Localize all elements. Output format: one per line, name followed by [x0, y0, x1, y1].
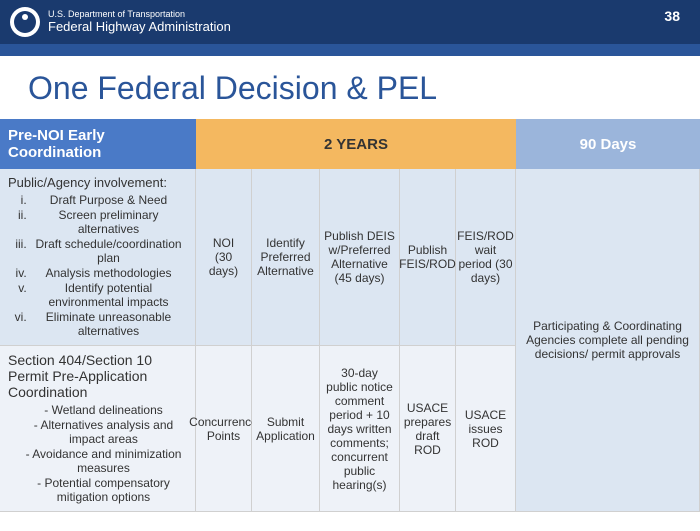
- list-item: Screen preliminary alternatives: [30, 208, 187, 236]
- list-item: Eliminate unreasonable alternatives: [30, 310, 187, 338]
- list-item: Analysis methodologies: [30, 266, 187, 280]
- cell-submit-app: Submit Application: [252, 346, 320, 512]
- cell-publish-deis: Publish DEIS w/Preferred Alternative (45…: [320, 169, 400, 346]
- header-pre-noi: Pre-NOI Early Coordination: [0, 119, 196, 169]
- list-item: Alternatives analysis and impact areas: [20, 418, 187, 446]
- cell-usace-rod: USACE issues ROD: [456, 346, 516, 512]
- dept-line2: Federal Highway Administration: [48, 20, 231, 34]
- list-item: Wetland delineations: [20, 403, 187, 417]
- cell-noi: NOI (30 days): [196, 169, 252, 346]
- page-number: 38: [664, 8, 680, 24]
- cell-concurrence: Concurrence Points: [196, 346, 252, 512]
- list-item: Draft schedule/coordination plan: [30, 237, 187, 265]
- row2-left-head: Section 404/Section 10 Permit Pre-Applic…: [8, 352, 187, 400]
- row2-left: Section 404/Section 10 Permit Pre-Applic…: [0, 346, 196, 512]
- list-item: Draft Purpose & Need: [30, 193, 187, 207]
- timeline-table: Pre-NOI Early Coordination 2 YEARS 90 Da…: [0, 119, 700, 512]
- cell-feis-wait: FEIS/ROD wait period (30 days): [456, 169, 516, 346]
- dept-text: U.S. Department of Transportation Federa…: [48, 10, 231, 34]
- cell-identify-alt: Identify Preferred Alternative: [252, 169, 320, 346]
- slide-header: U.S. Department of Transportation Federa…: [0, 0, 700, 44]
- list-item: Identify potential environmental impacts: [30, 281, 187, 309]
- list-item: Avoidance and minimization measures: [20, 447, 187, 475]
- dot-logo: [10, 7, 40, 37]
- cell-90-days: Participating & Coordinating Agencies co…: [516, 169, 700, 512]
- row1-left: Public/Agency involvement: Draft Purpose…: [0, 169, 196, 346]
- header-90-days: 90 Days: [516, 119, 700, 169]
- list-item: Potential compensatory mitigation option…: [20, 476, 187, 504]
- accent-bar: [0, 44, 700, 56]
- cell-public-notice: 30-day public notice comment period + 10…: [320, 346, 400, 512]
- cell-usace-draft: USACE prepares draft ROD: [400, 346, 456, 512]
- slide-title: One Federal Decision & PEL: [0, 56, 700, 119]
- header-2-years: 2 YEARS: [196, 119, 516, 169]
- row2-list: Wetland delineations Alternatives analys…: [8, 402, 187, 505]
- cell-publish-feis: Publish FEIS/ROD: [400, 169, 456, 346]
- row1-left-head: Public/Agency involvement:: [8, 175, 167, 190]
- row1-list: Draft Purpose & Need Screen preliminary …: [8, 192, 187, 339]
